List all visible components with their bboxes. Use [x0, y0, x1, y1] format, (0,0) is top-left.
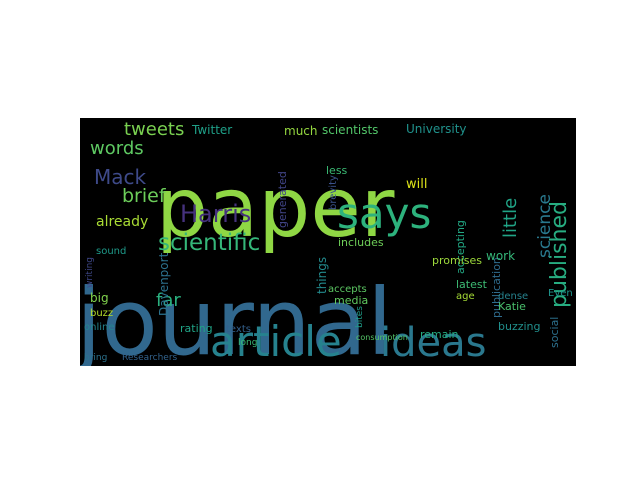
cloud-word: tweets — [124, 119, 184, 140]
cloud-word: says — [337, 189, 431, 238]
cloud-word: social — [548, 317, 561, 348]
cloud-word: big — [90, 291, 109, 305]
cloud-word: bring — [84, 353, 107, 363]
cloud-word: consumption — [356, 333, 408, 342]
cloud-word: far — [156, 290, 181, 311]
cloud-word: writing — [85, 257, 95, 288]
cloud-word: Twitter — [191, 123, 232, 137]
cloud-word: already — [96, 214, 148, 230]
cloud-word: promises — [432, 254, 482, 267]
cloud-word: Researchers — [122, 353, 178, 363]
cloud-word: scientific — [158, 230, 260, 256]
cloud-word: online — [84, 322, 115, 333]
cloud-word: published — [547, 201, 572, 308]
cloud-word: journal — [80, 269, 393, 366]
cloud-word: buzzing — [498, 320, 541, 333]
cloud-word: Even — [548, 288, 573, 299]
cloud-word: Mack — [94, 165, 147, 189]
cloud-word: University — [406, 122, 467, 136]
cloud-word: Harris — [180, 200, 251, 228]
cloud-word: buzz — [90, 308, 113, 319]
cloud-word: ideas — [380, 320, 486, 366]
cloud-word: age — [456, 291, 475, 302]
cloud-word: much — [284, 124, 318, 138]
cloud-word: paper — [156, 161, 395, 256]
cloud-word: long — [238, 338, 257, 348]
cloud-word: dense — [498, 291, 528, 302]
cloud-word: accepting — [454, 220, 467, 274]
cloud-word: media — [334, 294, 368, 307]
cloud-word: sound — [96, 246, 126, 257]
cloud-word: work — [486, 249, 515, 263]
cloud-word: publication — [490, 257, 503, 318]
cloud-word: accepts — [328, 284, 367, 295]
cloud-word: article — [210, 317, 342, 366]
cloud-word: bites — [355, 306, 365, 328]
cloud-word: generated — [276, 171, 289, 228]
cloud-word: includes — [338, 236, 384, 249]
cloud-word: texts — [226, 324, 251, 335]
cloud-word: Katie — [498, 300, 526, 313]
cloud-word: less — [326, 164, 348, 177]
cloud-word: Davenport — [157, 252, 171, 316]
word-cloud: journal paper article ideas says published sci… — [80, 118, 576, 366]
cloud-word: brief — [122, 185, 167, 207]
cloud-word: little — [500, 198, 521, 238]
cloud-word: rating — [180, 322, 213, 335]
cloud-word: things — [315, 257, 329, 294]
cloud-word: brevity — [328, 175, 339, 210]
cloud-word: science — [535, 194, 555, 258]
cloud-word: scientists — [322, 123, 378, 137]
cloud-word: latest — [456, 278, 488, 291]
cloud-word: words — [90, 138, 144, 159]
cloud-word: remain — [420, 328, 459, 341]
cloud-word: will — [406, 177, 427, 192]
